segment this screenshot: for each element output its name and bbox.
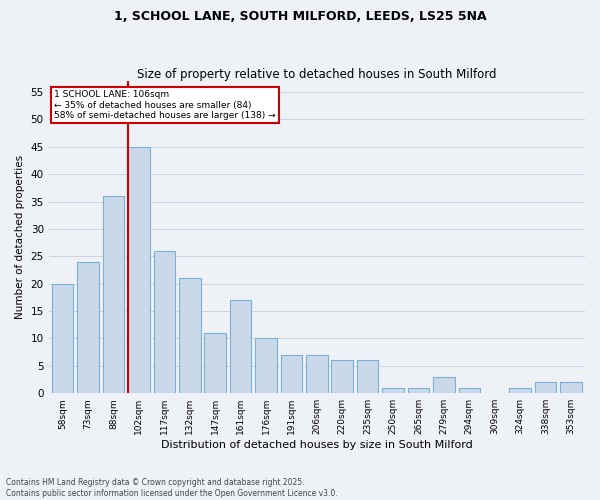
Bar xyxy=(281,355,302,393)
Text: Contains HM Land Registry data © Crown copyright and database right 2025.
Contai: Contains HM Land Registry data © Crown c… xyxy=(6,478,338,498)
Bar xyxy=(433,377,455,393)
Bar xyxy=(535,382,556,393)
Bar xyxy=(154,251,175,393)
Bar xyxy=(230,300,251,393)
Bar xyxy=(179,278,200,393)
Text: 1 SCHOOL LANE: 106sqm
← 35% of detached houses are smaller (84)
58% of semi-deta: 1 SCHOOL LANE: 106sqm ← 35% of detached … xyxy=(54,90,275,120)
Bar xyxy=(331,360,353,393)
Bar xyxy=(382,388,404,393)
Y-axis label: Number of detached properties: Number of detached properties xyxy=(15,155,25,319)
Bar xyxy=(255,338,277,393)
Bar xyxy=(408,388,430,393)
Text: 1, SCHOOL LANE, SOUTH MILFORD, LEEDS, LS25 5NA: 1, SCHOOL LANE, SOUTH MILFORD, LEEDS, LS… xyxy=(113,10,487,23)
Bar xyxy=(560,382,582,393)
Bar xyxy=(77,262,99,393)
Bar xyxy=(357,360,379,393)
Bar xyxy=(509,388,531,393)
Bar xyxy=(52,284,73,393)
Bar xyxy=(205,333,226,393)
Bar xyxy=(458,388,480,393)
Bar xyxy=(306,355,328,393)
X-axis label: Distribution of detached houses by size in South Milford: Distribution of detached houses by size … xyxy=(161,440,473,450)
Title: Size of property relative to detached houses in South Milford: Size of property relative to detached ho… xyxy=(137,68,497,81)
Bar xyxy=(103,196,124,393)
Bar xyxy=(128,146,150,393)
